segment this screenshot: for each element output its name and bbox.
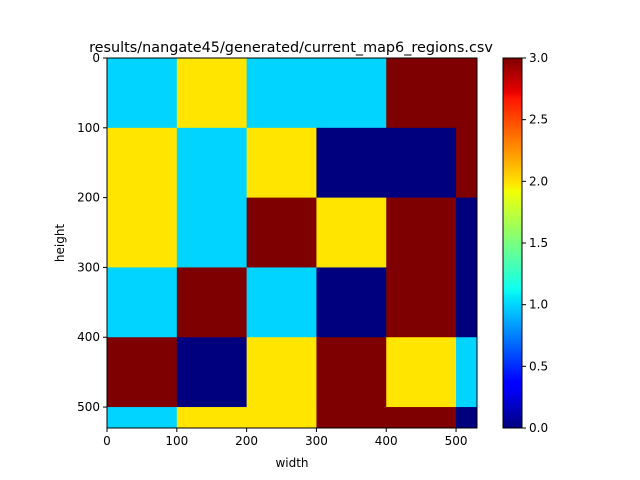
heatmap-cell-r0-c4 (386, 58, 457, 129)
colorbar (502, 57, 523, 429)
heatmap-cell-r4-c1 (176, 337, 248, 408)
colorbar-tick-label: 3.0 (529, 51, 548, 65)
x-tick-label: 0 (103, 434, 111, 448)
heatmap-cell-r2-c5 (456, 197, 478, 268)
heatmap-cell-r0-c3 (316, 58, 387, 129)
y-tick-label: 100 (77, 121, 100, 135)
colorbar-tick-label: 0.5 (529, 359, 548, 373)
heatmap-cell-r3-c1 (176, 267, 248, 338)
heatmap-cell-r2-c0 (107, 197, 178, 268)
heatmap-cell-r5-c4 (386, 407, 457, 429)
colorbar-ticks: 0.0 0.5 1.0 1.5 2.0 2.5 3.0 (522, 51, 548, 435)
heatmap-cell-r1-c1 (176, 127, 248, 199)
colorbar-tick-label: 2.5 (529, 113, 548, 127)
x-tick-label: 100 (165, 434, 188, 448)
heatmap-cell-r5-c5 (456, 407, 478, 429)
y-tick-label: 500 (77, 400, 100, 414)
y-tick-label: 300 (77, 260, 100, 274)
x-tick-label: 500 (445, 434, 468, 448)
heatmap-cell-r2-c3 (316, 197, 387, 268)
heatmap-cell-r0-c5 (456, 58, 478, 129)
chart-title: results/nangate45/generated/current_map6… (89, 40, 493, 56)
x-tick-label: 300 (305, 434, 328, 448)
heatmap-cells (107, 58, 478, 429)
x-axis-label: width (275, 456, 308, 470)
plot-frame (106, 57, 478, 429)
heatmap-cell-r1-c0 (107, 127, 178, 199)
y-tick-label: 400 (77, 330, 100, 344)
heatmap-cell-r5-c3 (316, 407, 387, 429)
heatmap-cell-r3-c0 (107, 267, 178, 338)
y-axis-ticks: 0 100 200 300 400 500 (77, 51, 107, 414)
colorbar-tick-label: 1.0 (529, 298, 548, 312)
heatmap-cell-r0-c1 (176, 58, 248, 129)
y-axis-label: height (53, 224, 67, 263)
heatmap-cell-r4-c5 (456, 337, 478, 408)
heatmap-cell-r3-c5 (456, 267, 478, 338)
heatmap-cell-r2-c1 (176, 197, 248, 268)
heatmap-cell-r0-c2 (246, 58, 317, 129)
heatmap-cell-r5-c2 (246, 407, 317, 429)
heatmap-cell-r2-c2 (246, 197, 317, 268)
heatmap-cell-r3-c3 (316, 267, 387, 338)
x-tick-label: 200 (235, 434, 258, 448)
heatmap-cell-r3-c2 (246, 267, 317, 338)
y-tick-label: 200 (77, 191, 100, 205)
colorbar-tick-label: 1.5 (529, 236, 548, 250)
x-axis-ticks: 0 100 200 300 400 500 (103, 428, 468, 448)
colorbar-tick-label: 0.0 (529, 421, 548, 435)
heatmap-cell-r1-c3 (316, 127, 387, 199)
heatmap-cell-r4-c4 (386, 337, 457, 408)
heatmap-cell-r1-c2 (246, 127, 317, 199)
y-tick-label: 0 (92, 51, 100, 65)
heatmap-cell-r5-c0 (107, 407, 178, 429)
heatmap-cell-r4-c0 (107, 337, 178, 408)
heatmap-cell-r5-c1 (176, 407, 248, 429)
heatmap-cell-r1-c5 (456, 127, 478, 199)
x-tick-label: 400 (375, 434, 398, 448)
heatmap-cell-r0-c0 (107, 58, 178, 129)
heatmap-cell-r2-c4 (386, 197, 457, 268)
heatmap-cell-r4-c3 (316, 337, 387, 408)
heatmap-cell-r4-c2 (246, 337, 317, 408)
heatmap-cell-r3-c4 (386, 267, 457, 338)
heatmap-cell-r1-c4 (386, 127, 457, 199)
colorbar-tick-label: 2.0 (529, 174, 548, 188)
